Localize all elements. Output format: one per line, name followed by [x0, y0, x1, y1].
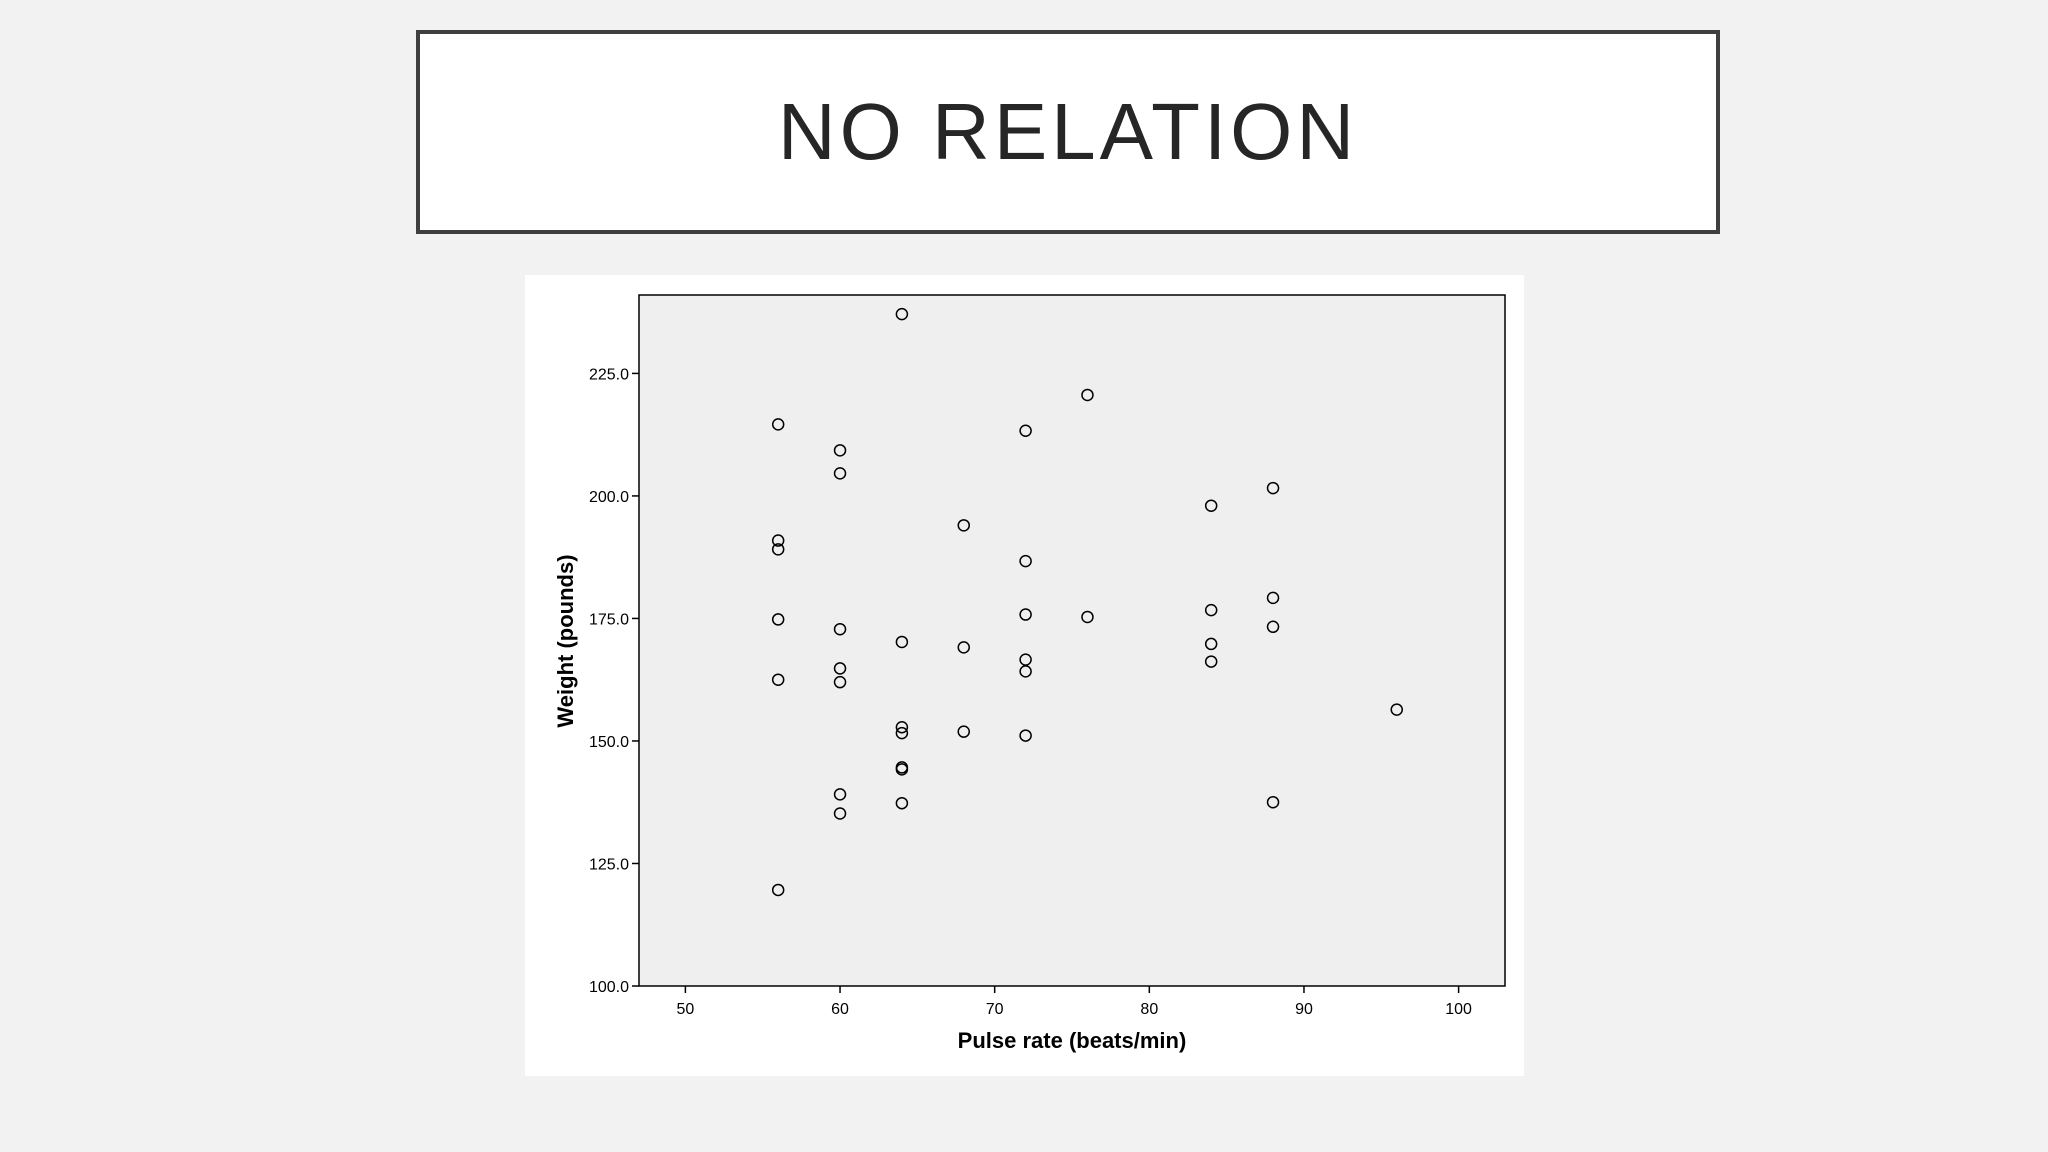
data-point [833, 675, 847, 689]
x-tick-label: 60 [831, 1001, 849, 1018]
x-tick-label: 80 [1140, 1001, 1158, 1018]
data-point [1204, 655, 1218, 668]
data-point [1266, 481, 1280, 495]
data-point [895, 635, 909, 649]
x-axis-label: Pulse rate (beats/min) [958, 1028, 1187, 1053]
data-point [895, 720, 909, 734]
scatter-chart: 50 60 70 80 90 100 100.0 125.0 150.0 175.0 200.0 2… [553, 294, 1506, 1053]
y-tick-label: 150.0 [589, 734, 629, 751]
y-axis-ticks: 100.0 125.0 150.0 175.0 200.0 225.0 [589, 366, 639, 996]
y-tick-label: 125.0 [589, 856, 629, 873]
y-tick-label: 200.0 [589, 489, 629, 506]
data-point [1019, 424, 1032, 437]
data-point [771, 883, 785, 897]
data-point [833, 788, 847, 801]
data-point [1081, 388, 1094, 402]
data-point [1266, 591, 1280, 605]
y-tick-label: 100.0 [589, 979, 629, 996]
data-points [771, 307, 1403, 897]
plot-area [638, 294, 1506, 987]
y-tick-label: 225.0 [589, 366, 629, 383]
data-point [833, 622, 847, 636]
data-point [833, 807, 847, 820]
data-point [957, 519, 970, 532]
data-point [1019, 665, 1032, 678]
chart-panel: 50 60 70 80 90 100 100.0 125.0 150.0 175.0 200.0 2… [525, 275, 1524, 1076]
data-point [1204, 637, 1218, 651]
data-point [1019, 554, 1032, 568]
data-point [1204, 499, 1218, 512]
data-point [895, 763, 909, 776]
data-point [833, 467, 847, 480]
data-point [895, 796, 909, 810]
data-point [895, 726, 909, 740]
data-point [957, 641, 970, 654]
x-tick-label: 90 [1295, 1001, 1313, 1018]
data-point [771, 418, 785, 431]
x-tick-label: 50 [676, 1001, 694, 1018]
data-point [1019, 729, 1032, 742]
slide-title-box: NO RELATION [416, 30, 1720, 234]
x-tick-label: 100 [1445, 1001, 1472, 1018]
data-point [771, 673, 785, 686]
y-axis-label: Weight (pounds) [553, 554, 578, 727]
data-point [1390, 703, 1403, 716]
data-point [1204, 603, 1218, 617]
y-tick-label: 175.0 [589, 611, 629, 628]
data-point [1266, 795, 1280, 809]
data-point [833, 444, 847, 457]
data-point [1266, 620, 1280, 634]
x-tick-label: 70 [986, 1001, 1004, 1018]
data-point [895, 307, 909, 321]
x-axis-ticks: 50 60 70 80 90 100 [676, 986, 1472, 1018]
data-point [833, 662, 847, 675]
data-point [1019, 653, 1032, 666]
data-point [1081, 610, 1094, 624]
data-point [771, 543, 785, 556]
slide-title: NO RELATION [777, 87, 1359, 176]
data-point [771, 534, 785, 547]
data-point [1019, 608, 1032, 621]
data-point [771, 613, 785, 626]
data-point [957, 725, 970, 738]
